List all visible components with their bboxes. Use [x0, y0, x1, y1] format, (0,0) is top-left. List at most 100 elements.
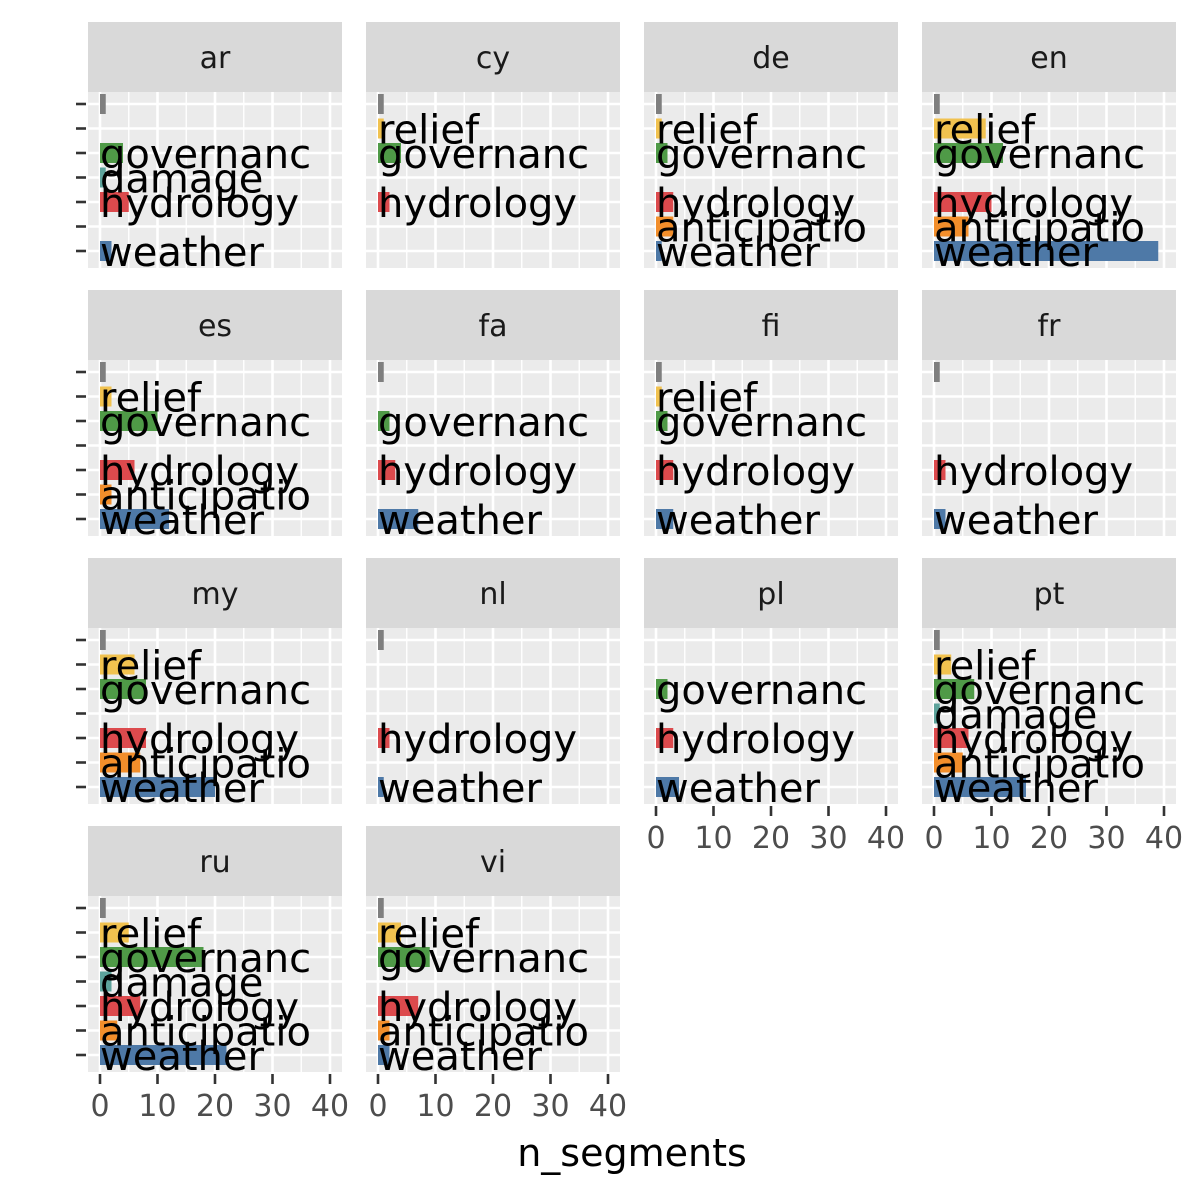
bar-weather — [934, 777, 1026, 797]
bar-label-anticipation: anticipatio — [100, 1010, 311, 1056]
bar-governance — [378, 143, 401, 163]
bar-anticipation — [656, 216, 674, 237]
facet-strip-label: pt — [1034, 577, 1065, 612]
bar-label-anticipation: anticipatio — [656, 206, 867, 252]
bar-label-hydrology: hydrology — [378, 985, 577, 1031]
bar-hydrology — [656, 728, 674, 748]
bar-blank — [378, 898, 384, 918]
bar-blank — [934, 362, 940, 382]
bar-label-weather: weather — [378, 1034, 542, 1080]
bar-label-relief: relief — [378, 912, 480, 958]
bar-hydrology — [100, 192, 129, 212]
bar-label-damage: damage — [100, 157, 263, 203]
bar-label-relief: relief — [934, 644, 1036, 690]
bar-blank — [378, 362, 384, 382]
facet-strip-label: es — [198, 309, 232, 344]
bar-blank — [656, 94, 662, 114]
bar-weather — [934, 509, 946, 529]
bar-hydrology — [378, 728, 390, 748]
bar-label-weather: weather — [656, 766, 820, 812]
bar-weather — [378, 1045, 390, 1065]
bar-weather — [100, 777, 215, 797]
plot-area: reliefgovernanchydrologyanticipatioweath… — [644, 92, 898, 276]
bar-blank — [100, 630, 106, 650]
plot-area: reliefgovernanchydrologyanticipatioweath… — [922, 92, 1176, 268]
facet-strip-label: de — [752, 41, 790, 76]
bar-label-anticipation: anticipatio — [934, 206, 1145, 252]
bar-label-hydrology: hydrology — [934, 717, 1133, 763]
facet-panel-my: my reliefgovernanchydrologyanticipatiowea… — [76, 558, 342, 804]
bar-relief — [934, 654, 952, 675]
bar-governance — [656, 679, 668, 699]
facet-strip-label: fa — [479, 309, 508, 344]
bar-label-relief: relief — [100, 376, 202, 422]
bar-relief — [378, 922, 401, 943]
plot-area: reliefgovernancdamagehydrologyanticipati… — [88, 896, 342, 1080]
bar-label-hydrology: hydrology — [656, 717, 855, 763]
bar-anticipation — [934, 216, 969, 237]
facet-strip — [366, 22, 620, 92]
facet-strip — [644, 558, 898, 628]
bar-blank — [100, 94, 106, 114]
bar-hydrology — [100, 996, 141, 1016]
bar-relief — [656, 386, 662, 407]
bar-hydrology — [656, 192, 674, 212]
x-tick-label: 0 — [646, 821, 665, 856]
bar-hydrology — [934, 192, 992, 212]
facet-strip-label: en — [1030, 41, 1067, 76]
bar-governance — [100, 411, 158, 431]
bar-label-governance: governanc — [656, 668, 867, 714]
bar-anticipation — [934, 752, 963, 773]
bar-weather — [934, 241, 1159, 261]
bar-label-governance: governanc — [378, 400, 589, 446]
x-tick-label: 30 — [531, 1089, 569, 1124]
bar-blank — [100, 898, 106, 918]
facet-panel-pt: pt reliefgovernancdamagehydrologyanticipa… — [922, 558, 1183, 856]
bar-blank — [378, 94, 384, 114]
x-tick-label: 30 — [253, 1089, 291, 1124]
x-tick-label: 40 — [1145, 821, 1183, 856]
bar-governance — [378, 411, 390, 431]
facet-panels: argovernancdamagehydrologyweathercyrelie… — [76, 22, 1183, 1124]
bar-governance — [100, 143, 123, 163]
bar-label-hydrology: hydrology — [378, 449, 577, 495]
bar-label-hydrology: hydrology — [100, 449, 299, 495]
facet-panel-en: en reliefgovernanchydrologyanticipatiowea… — [922, 22, 1176, 268]
bar-label-hydrology: hydrology — [100, 181, 299, 227]
bar-label-governance: governanc — [934, 668, 1145, 714]
bar-label-weather: weather — [656, 230, 820, 276]
facet-strip-label: cy — [476, 41, 510, 76]
bar-label-anticipation: anticipatio — [100, 742, 311, 788]
bar-weather — [378, 509, 419, 529]
x-tick-label: 0 — [90, 1089, 109, 1124]
bar-blank — [934, 94, 940, 114]
facet-strip — [366, 826, 620, 896]
bar-label-hydrology: hydrology — [378, 717, 577, 763]
bar-governance — [934, 679, 975, 699]
bar-label-anticipation: anticipatio — [934, 742, 1145, 788]
bar-label-weather: weather — [378, 498, 542, 544]
bar-blank — [934, 630, 940, 650]
plot-area: reliefgovernancdamagehydrologyanticipati… — [922, 628, 1176, 804]
facet-strip-label: nl — [479, 577, 506, 612]
bar-label-weather: weather — [100, 230, 264, 276]
facet-strip-label: vi — [480, 845, 506, 880]
bar-weather — [100, 1045, 227, 1065]
bar-anticipation — [100, 484, 112, 505]
x-tick-label: 0 — [368, 1089, 387, 1124]
bar-label-weather: weather — [100, 1034, 264, 1080]
bar-weather — [656, 777, 679, 797]
bar-damage — [100, 167, 106, 188]
bar-label-anticipation: anticipatio — [100, 474, 311, 520]
bar-blank — [656, 362, 662, 382]
facet-strip — [88, 22, 342, 92]
